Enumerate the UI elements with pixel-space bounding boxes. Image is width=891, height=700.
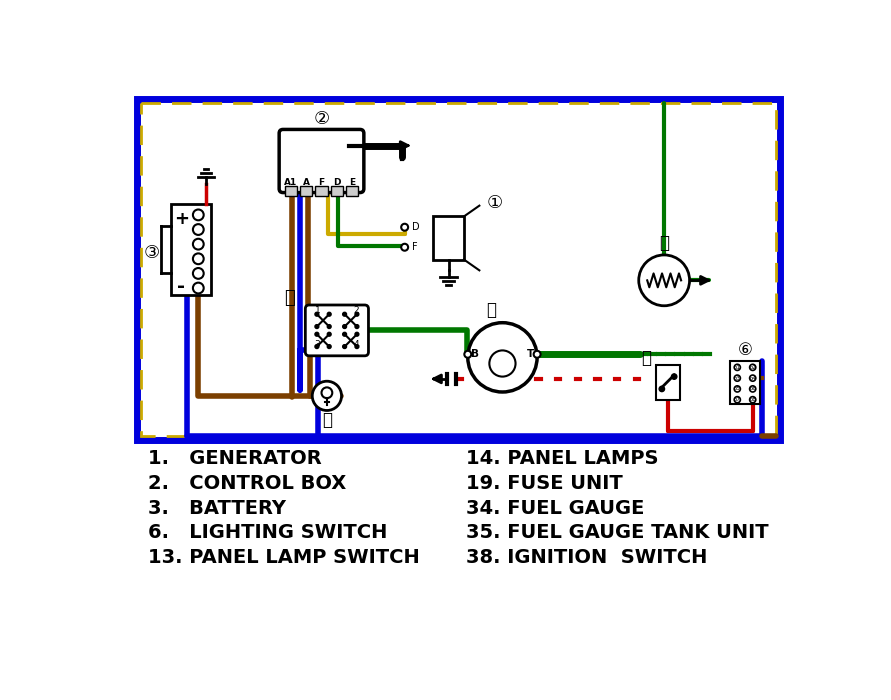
Bar: [331, 186, 343, 195]
Bar: [141, 103, 776, 436]
Circle shape: [343, 312, 347, 316]
Circle shape: [327, 344, 331, 349]
Text: o6: o6: [749, 386, 756, 391]
Text: ⑬: ⑬: [642, 349, 651, 367]
Text: 19. FUSE UNIT: 19. FUSE UNIT: [466, 474, 623, 493]
Text: o3: o3: [734, 376, 740, 381]
Text: ㊳: ㊳: [322, 412, 331, 430]
Text: +: +: [174, 210, 189, 228]
Circle shape: [327, 312, 331, 316]
Text: 14. PANEL LAMPS: 14. PANEL LAMPS: [466, 449, 658, 468]
Text: T: T: [527, 349, 534, 359]
Text: B: B: [470, 349, 478, 359]
Text: o1: o1: [734, 365, 740, 370]
Bar: [284, 186, 297, 195]
Bar: [136, 99, 780, 440]
Text: D: D: [413, 222, 420, 232]
Text: ⑲: ⑲: [284, 289, 295, 307]
Text: 38. IGNITION  SWITCH: 38. IGNITION SWITCH: [466, 548, 707, 567]
Text: 34. FUEL GAUGE: 34. FUEL GAUGE: [466, 499, 644, 518]
Circle shape: [639, 255, 690, 306]
Circle shape: [315, 325, 319, 328]
Text: o5: o5: [734, 386, 740, 391]
Text: ①: ①: [486, 195, 503, 212]
Circle shape: [659, 386, 665, 391]
Text: ⑥: ⑥: [738, 342, 752, 359]
Circle shape: [534, 351, 541, 358]
Bar: [300, 186, 312, 195]
Text: 1.   GENERATOR: 1. GENERATOR: [148, 449, 322, 468]
Text: E: E: [349, 178, 356, 187]
Text: ㉝: ㉝: [659, 234, 669, 253]
Circle shape: [355, 325, 359, 328]
Text: ③: ③: [144, 244, 160, 262]
Text: o2: o2: [749, 365, 756, 370]
Text: F: F: [413, 242, 418, 252]
Bar: [656, 365, 681, 400]
Text: o4: o4: [749, 376, 756, 381]
FancyBboxPatch shape: [306, 305, 369, 356]
Circle shape: [343, 325, 347, 328]
Text: 4: 4: [354, 340, 359, 349]
Text: 2.   CONTROL BOX: 2. CONTROL BOX: [148, 474, 347, 493]
Circle shape: [355, 332, 359, 336]
Text: o8: o8: [749, 397, 756, 402]
Circle shape: [343, 332, 347, 336]
Text: ②: ②: [314, 110, 330, 127]
Circle shape: [327, 325, 331, 328]
Text: A1: A1: [284, 178, 298, 187]
Bar: [170, 204, 210, 295]
Text: -: -: [177, 277, 185, 296]
Circle shape: [401, 224, 408, 231]
Text: 6.   LIGHTING SWITCH: 6. LIGHTING SWITCH: [148, 524, 388, 542]
Circle shape: [315, 332, 319, 336]
Text: F: F: [318, 178, 324, 187]
Circle shape: [355, 312, 359, 316]
Bar: [730, 361, 760, 405]
Text: 3: 3: [315, 340, 321, 349]
Circle shape: [315, 344, 319, 349]
Bar: [315, 186, 328, 195]
Text: A: A: [303, 178, 309, 187]
Circle shape: [315, 312, 319, 316]
Text: 35. FUEL GAUGE TANK UNIT: 35. FUEL GAUGE TANK UNIT: [466, 524, 769, 542]
Text: 1: 1: [315, 307, 321, 316]
FancyBboxPatch shape: [279, 130, 364, 192]
Text: 2: 2: [354, 307, 359, 316]
Text: o7: o7: [734, 397, 740, 402]
Circle shape: [312, 382, 341, 410]
Bar: [346, 186, 358, 195]
Text: ㉞: ㉞: [486, 300, 496, 318]
Circle shape: [401, 244, 408, 251]
Circle shape: [343, 344, 347, 349]
Circle shape: [327, 332, 331, 336]
Circle shape: [468, 323, 537, 392]
Circle shape: [672, 374, 677, 379]
Text: 13. PANEL LAMP SWITCH: 13. PANEL LAMP SWITCH: [148, 548, 420, 567]
Text: 3.   BATTERY: 3. BATTERY: [148, 499, 286, 518]
Bar: [433, 216, 464, 260]
Text: D: D: [333, 178, 340, 187]
Circle shape: [355, 344, 359, 349]
Circle shape: [464, 351, 471, 358]
